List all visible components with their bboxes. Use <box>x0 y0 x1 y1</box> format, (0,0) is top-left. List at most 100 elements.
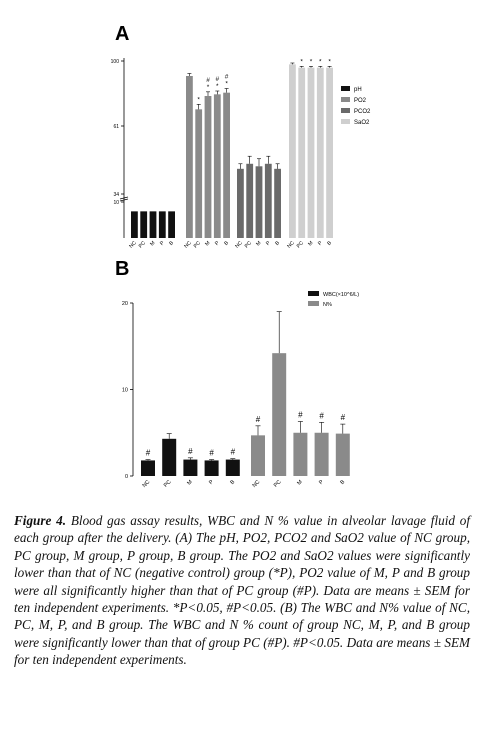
panel-a-bar <box>204 96 212 238</box>
panel-a-x-tick-label: P <box>265 240 272 247</box>
panel-a-bar <box>298 67 306 239</box>
panel-b-bar <box>162 438 177 476</box>
panel-a-bar <box>307 67 315 239</box>
panel-a-x-tick-label: PC <box>244 240 254 250</box>
panel-b-legend-swatch <box>308 301 319 306</box>
panel-a-x-tick-label: P <box>214 240 221 247</box>
panel-b-x-tick-label: B <box>339 479 346 486</box>
panel-a-x-tick-label: B <box>168 240 175 247</box>
panel-b-legend: WBC(×10^6/L) N% <box>308 291 359 308</box>
panel-a-x-tick-label: P <box>159 240 166 247</box>
panel-b-bar <box>251 435 265 476</box>
panel-a-x-tick-label: PC <box>138 240 148 250</box>
panel-a-bar <box>264 163 272 238</box>
panel-a-bar <box>195 109 203 238</box>
panel-b-bar <box>335 433 350 476</box>
panel-b-x-tick-label: PC <box>163 479 173 489</box>
panel-a-x-tick-label: M <box>307 240 314 247</box>
panel-a-legend-label: PO2 <box>354 98 367 104</box>
panel-b-x-tick-label: NC <box>142 479 152 489</box>
panel-b-bar <box>293 432 308 476</box>
panel-b-y-tick-label: 10 <box>122 388 128 394</box>
panel-b-legend-label: N% <box>323 302 332 308</box>
panel-b-legend-label: WBC(×10^6/L) <box>323 292 359 298</box>
panel-a-significance-mark: # <box>215 76 219 83</box>
panel-b-significance-mark: # <box>146 449 151 458</box>
panel-a-significance-mark: # <box>206 77 210 84</box>
panel-b-significance-mark: # <box>188 447 193 456</box>
panel-a-axis-break-mark <box>119 196 129 200</box>
panel-b-significance-mark: # <box>319 411 324 420</box>
panel-a-x-tick-label: NC <box>234 240 244 250</box>
panel-b-bar <box>183 459 198 476</box>
panel-a-significance-mark: # <box>225 74 229 81</box>
panel-a-x-tick-label: M <box>255 240 262 247</box>
panel-a-bar <box>316 67 324 239</box>
panel-a-x-tick-label: NC <box>128 240 138 250</box>
panel-a-significance-mark: * <box>197 96 200 103</box>
panel-b-bar <box>141 460 155 476</box>
panel-a-y-tick-label: 10 <box>113 200 119 206</box>
panel-a-x-tick-label: B <box>223 240 230 247</box>
panel-a-bar <box>131 211 138 238</box>
panel-a-x-tick-label: B <box>274 240 281 247</box>
panel-b-bar <box>225 459 240 476</box>
panel-a-legend-label: SaO2 <box>354 120 370 126</box>
panel-a-bar <box>255 166 263 238</box>
panel-a-significance-mark: * <box>319 58 322 65</box>
panel-b-significance-mark: # <box>231 448 236 457</box>
panel-a-significance-mark: * <box>216 83 219 90</box>
panel-b-significance-mark: # <box>298 411 303 420</box>
panel-a-label: A <box>115 23 129 45</box>
panel-a-significance-mark: * <box>207 84 210 91</box>
panel-a-bar <box>237 168 244 238</box>
panel-b-significance-mark: # <box>209 449 214 458</box>
panel-a-legend: pH PO2 PCO2 SaO2 <box>341 86 371 126</box>
panel-a-bar <box>186 76 193 238</box>
panel-a-bar <box>274 168 281 238</box>
panel-a-legend-label: PCO2 <box>354 109 371 115</box>
panel-a-x-tick-label: M <box>204 240 211 247</box>
panel-b-legend-swatch <box>308 291 319 296</box>
panel-b-significance-mark: # <box>341 413 346 422</box>
panel-b-x-tick-label: M <box>296 479 304 487</box>
figure-caption-label: Figure 4. <box>14 513 67 528</box>
panel-a-bar <box>326 67 333 239</box>
panel-a-x-tick-label: PC <box>193 240 203 250</box>
panel-a-significance-mark: * <box>328 58 331 65</box>
figure-caption-text: Blood gas assay results, WBC and N % val… <box>14 513 471 668</box>
panel-a-significance-mark: * <box>310 58 313 65</box>
panel-b-label: B <box>115 258 129 280</box>
panel-a-bar <box>289 64 296 238</box>
panel-a-x-tick-label: P <box>317 240 324 247</box>
panel-a-x-tick-label: B <box>326 240 333 247</box>
panel-a-bar <box>158 211 166 238</box>
panel-a-legend-swatch <box>341 86 350 91</box>
panel-a-legend-swatch <box>341 97 350 102</box>
panel-b-x-tick-label: P <box>318 479 325 486</box>
panel-a-legend-swatch <box>341 119 350 124</box>
panel-b-x-tick-label: M <box>186 479 194 487</box>
panel-b-bar <box>314 432 329 476</box>
panel-a-bar <box>213 94 221 238</box>
panel-a-bar <box>140 211 148 238</box>
panel-a-significance-mark: * <box>300 58 303 65</box>
panel-a-x-tick-label: M <box>149 240 156 247</box>
panel-b-x-tick-label: B <box>229 479 236 486</box>
panel-a-significance-mark: * <box>225 81 228 88</box>
panel-b-x-tick-label: P <box>208 479 215 486</box>
panel-b-x-tick-label: PC <box>273 479 283 489</box>
panel-b-y-tick-label: 0 <box>125 474 128 480</box>
panel-b-significance-mark: # <box>256 415 261 424</box>
panel-a-y-tick-label: 61 <box>113 124 119 130</box>
panel-a-bar <box>246 163 254 238</box>
panel-a-y-tick-label: 34 <box>113 192 119 198</box>
panel-a-x-tick-label: NC <box>286 240 296 250</box>
panel-a-bar <box>223 92 230 239</box>
panel-b-y-tick-label: 20 <box>122 301 128 307</box>
panel-a-axis-break-mark <box>119 198 129 202</box>
panel-a-y-tick-label: 100 <box>111 59 120 65</box>
panel-b-chart: 0 10 20 # NC PC # M # P # B # NC PC # M # P # B <box>122 301 350 489</box>
